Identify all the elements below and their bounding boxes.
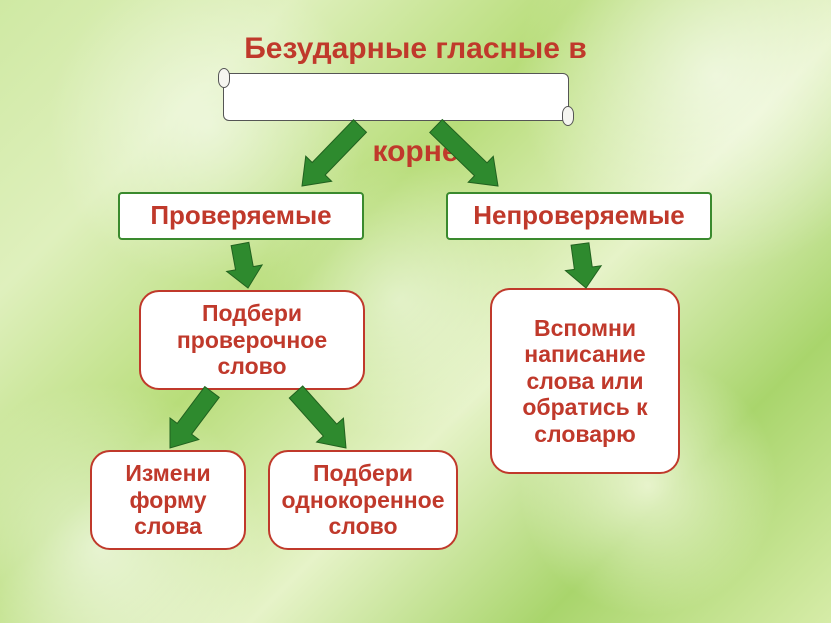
arrows-layer bbox=[0, 0, 831, 623]
diagram-canvas: Безударные гласные в корне Проверяемые Н… bbox=[0, 0, 831, 623]
